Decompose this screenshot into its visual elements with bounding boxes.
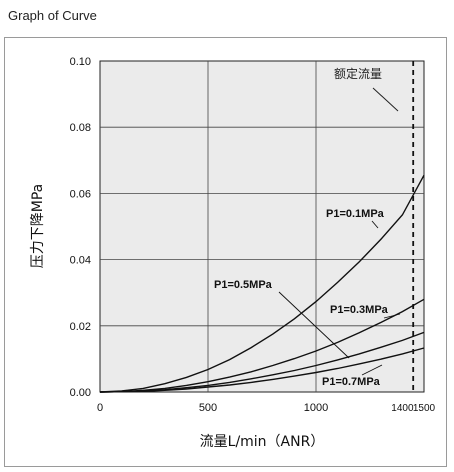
series-leader (371, 220, 379, 229)
x-tick-label: 1000 (304, 402, 328, 414)
y-axis-title: 压力下降MPa (30, 184, 46, 268)
chart-frame (4, 37, 447, 467)
rated-flow-leader (372, 87, 399, 112)
x-axis-title: 流量L/min（ANR） (200, 434, 325, 450)
x-tick-label: 1400 (391, 403, 414, 414)
page-title: Graph of Curve (8, 8, 97, 23)
y-tick-label: 0.02 (70, 321, 91, 333)
rated-flow-label: 额定流量 (334, 66, 382, 81)
series-leader (383, 313, 401, 319)
y-tick-label: 0.10 (70, 56, 91, 68)
y-tick-label: 0.08 (70, 122, 91, 134)
x-tick-label: 0 (97, 402, 103, 414)
curve-p1-0-1mpa (99, 174, 425, 393)
y-tick-label: 0.04 (70, 255, 91, 267)
x-tick-label: 500 (199, 402, 217, 414)
x-tick-label: 1500 (413, 403, 436, 414)
curve-p1-0-3mpa (99, 298, 425, 393)
y-tick-label: 0.00 (70, 387, 91, 399)
series-leader (278, 291, 350, 359)
series-label: P1=0.1MPa (326, 208, 385, 220)
curve-p1-0-7mpa (99, 347, 425, 393)
series-label: P1=0.7MPa (322, 376, 381, 388)
series-label: P1=0.5MPa (214, 279, 273, 291)
y-tick-label: 0.06 (70, 188, 91, 200)
plot-area (99, 60, 425, 393)
series-leader (361, 364, 383, 376)
series-label: P1=0.3MPa (330, 304, 389, 316)
